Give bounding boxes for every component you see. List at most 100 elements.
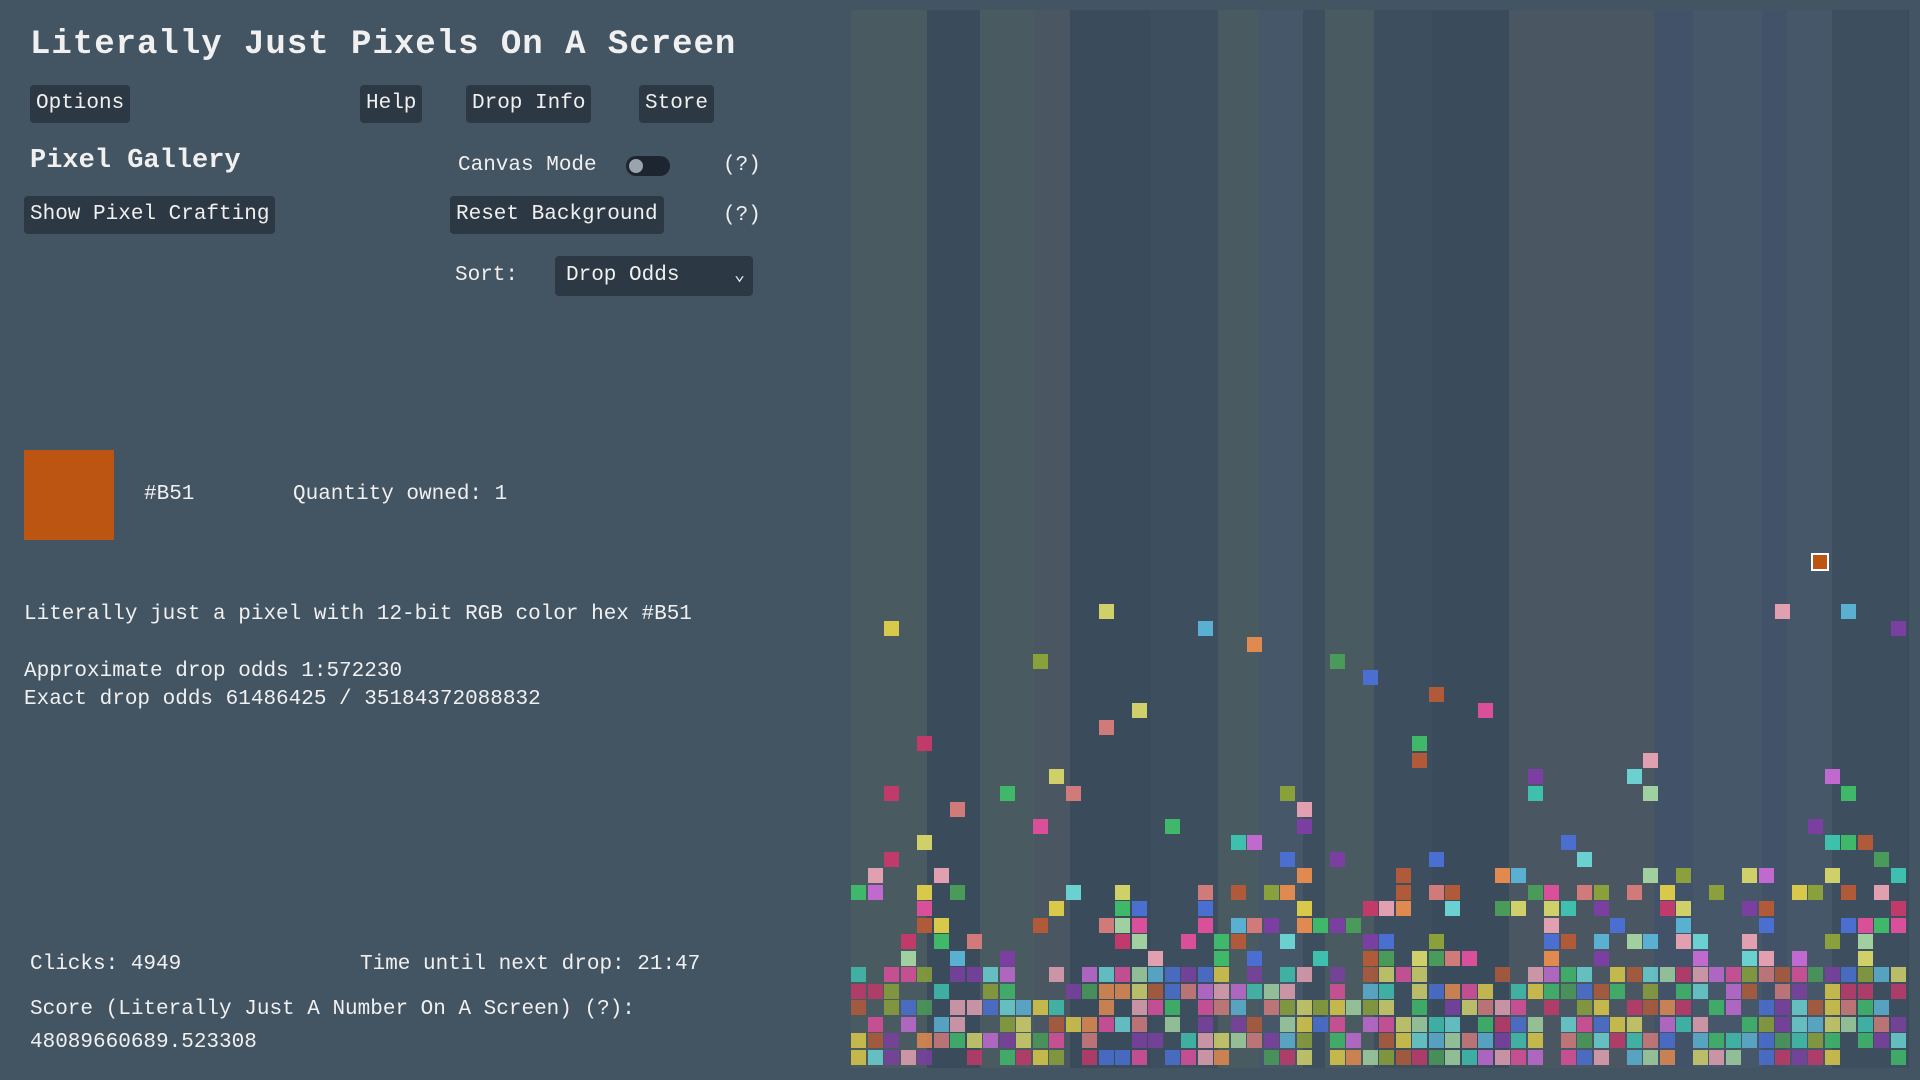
- collected-pixel[interactable]: [1296, 1016, 1312, 1032]
- collected-pixel[interactable]: [1890, 917, 1906, 933]
- collected-pixel[interactable]: [1296, 802, 1312, 817]
- collected-pixel[interactable]: [1131, 1000, 1147, 1015]
- collected-pixel[interactable]: [1247, 1033, 1262, 1048]
- collected-pixel[interactable]: [1527, 967, 1543, 982]
- collected-pixel[interactable]: [999, 950, 1015, 966]
- collected-pixel[interactable]: [1049, 1033, 1064, 1048]
- collected-pixel[interactable]: [1709, 967, 1724, 982]
- collected-pixel[interactable]: [884, 785, 899, 801]
- collected-pixel[interactable]: [1280, 967, 1295, 982]
- collected-pixel[interactable]: [1395, 1049, 1411, 1065]
- collected-pixel[interactable]: [1742, 934, 1757, 949]
- collected-pixel[interactable]: [1379, 1016, 1394, 1032]
- collected-pixel[interactable]: [1593, 934, 1609, 949]
- collected-pixel[interactable]: [1313, 1016, 1328, 1032]
- collected-pixel[interactable]: [1362, 1000, 1378, 1015]
- collected-pixel[interactable]: [1461, 1033, 1477, 1048]
- collected-pixel[interactable]: [1131, 934, 1147, 949]
- collected-pixel[interactable]: [1428, 686, 1444, 702]
- collected-pixel[interactable]: [1395, 901, 1411, 916]
- collected-pixel[interactable]: [1527, 785, 1543, 801]
- collected-pixel[interactable]: [1362, 934, 1378, 949]
- collected-pixel[interactable]: [966, 1033, 982, 1048]
- collected-pixel[interactable]: [917, 901, 932, 916]
- collected-pixel[interactable]: [1758, 917, 1774, 933]
- canvas-mode-help[interactable]: (?): [723, 154, 761, 177]
- collected-pixel[interactable]: [1610, 917, 1625, 933]
- collected-pixel[interactable]: [1874, 1033, 1889, 1048]
- collected-pixel[interactable]: [1049, 901, 1064, 916]
- collected-pixel[interactable]: [1593, 1000, 1609, 1015]
- collected-pixel[interactable]: [1230, 1016, 1246, 1032]
- collected-pixel[interactable]: [1098, 983, 1114, 999]
- collected-pixel[interactable]: [1016, 1049, 1031, 1065]
- collected-pixel[interactable]: [1692, 934, 1708, 949]
- sort-select[interactable]: Drop Odds ⌄: [555, 256, 753, 296]
- collected-pixel[interactable]: [1263, 983, 1279, 999]
- collected-pixel[interactable]: [1379, 967, 1394, 982]
- collected-pixel[interactable]: [999, 1033, 1015, 1048]
- collected-pixel[interactable]: [1791, 1033, 1807, 1048]
- collected-pixel[interactable]: [1709, 1049, 1724, 1065]
- collected-pixel[interactable]: [1214, 1000, 1229, 1015]
- collected-pixel[interactable]: [1296, 1000, 1312, 1015]
- collected-pixel[interactable]: [1131, 983, 1147, 999]
- collected-pixel[interactable]: [1841, 604, 1856, 619]
- collected-pixel[interactable]: [1428, 934, 1444, 949]
- collected-pixel[interactable]: [933, 868, 949, 883]
- collected-pixel[interactable]: [1263, 1000, 1279, 1015]
- collected-pixel[interactable]: [1577, 884, 1592, 900]
- collected-pixel[interactable]: [1709, 884, 1724, 900]
- collected-pixel[interactable]: [1362, 1016, 1378, 1032]
- collected-pixel[interactable]: [1593, 1033, 1609, 1048]
- collected-pixel[interactable]: [933, 917, 949, 933]
- collected-pixel[interactable]: [1247, 835, 1262, 850]
- collected-pixel[interactable]: [1857, 1000, 1873, 1015]
- collected-pixel[interactable]: [1329, 1033, 1345, 1048]
- collected-pixel[interactable]: [1643, 752, 1658, 768]
- collected-pixel[interactable]: [1808, 1000, 1823, 1015]
- collected-pixel[interactable]: [1412, 950, 1427, 966]
- collected-pixel[interactable]: [1049, 1000, 1064, 1015]
- collected-pixel[interactable]: [1527, 769, 1543, 784]
- collected-pixel[interactable]: [917, 736, 932, 751]
- collected-pixel[interactable]: [1527, 983, 1543, 999]
- collected-pixel[interactable]: [1230, 934, 1246, 949]
- collected-pixel[interactable]: [1428, 983, 1444, 999]
- collected-pixel[interactable]: [1560, 934, 1576, 949]
- collected-pixel[interactable]: [1098, 1016, 1114, 1032]
- collected-pixel[interactable]: [1329, 851, 1345, 867]
- collected-pixel[interactable]: [1857, 967, 1873, 982]
- collected-pixel[interactable]: [1841, 983, 1856, 999]
- drop-info-button[interactable]: Drop Info: [466, 85, 592, 123]
- collected-pixel[interactable]: [1478, 703, 1493, 718]
- collected-pixel[interactable]: [1428, 1016, 1444, 1032]
- collected-pixel[interactable]: [1428, 1033, 1444, 1048]
- collected-pixel[interactable]: [1428, 884, 1444, 900]
- collected-pixel[interactable]: [1577, 1016, 1592, 1032]
- collected-pixel[interactable]: [1032, 818, 1048, 834]
- collected-pixel[interactable]: [1412, 983, 1427, 999]
- collected-pixel[interactable]: [1313, 1000, 1328, 1015]
- collected-pixel[interactable]: [950, 1033, 965, 1048]
- collected-pixel[interactable]: [1016, 1000, 1031, 1015]
- collected-pixel[interactable]: [917, 1049, 932, 1065]
- collected-pixel[interactable]: [1857, 835, 1873, 850]
- collected-pixel[interactable]: [1065, 983, 1081, 999]
- collected-pixel[interactable]: [1709, 1000, 1724, 1015]
- collected-pixel[interactable]: [1544, 934, 1559, 949]
- collected-pixel[interactable]: [1214, 934, 1229, 949]
- collected-pixel[interactable]: [1032, 1049, 1048, 1065]
- collected-pixel[interactable]: [1164, 818, 1180, 834]
- collected-pixel[interactable]: [1181, 1049, 1196, 1065]
- collected-pixel[interactable]: [1197, 901, 1213, 916]
- collected-pixel[interactable]: [966, 967, 982, 982]
- collected-pixel[interactable]: [1824, 983, 1840, 999]
- collected-pixel[interactable]: [900, 934, 916, 949]
- reset-background-help[interactable]: (?): [723, 204, 761, 227]
- collected-pixel[interactable]: [999, 967, 1015, 982]
- collected-pixel[interactable]: [851, 1049, 866, 1065]
- collected-pixel[interactable]: [1610, 1016, 1625, 1032]
- collected-pixel[interactable]: [1758, 1049, 1774, 1065]
- collected-pixel[interactable]: [1247, 637, 1262, 652]
